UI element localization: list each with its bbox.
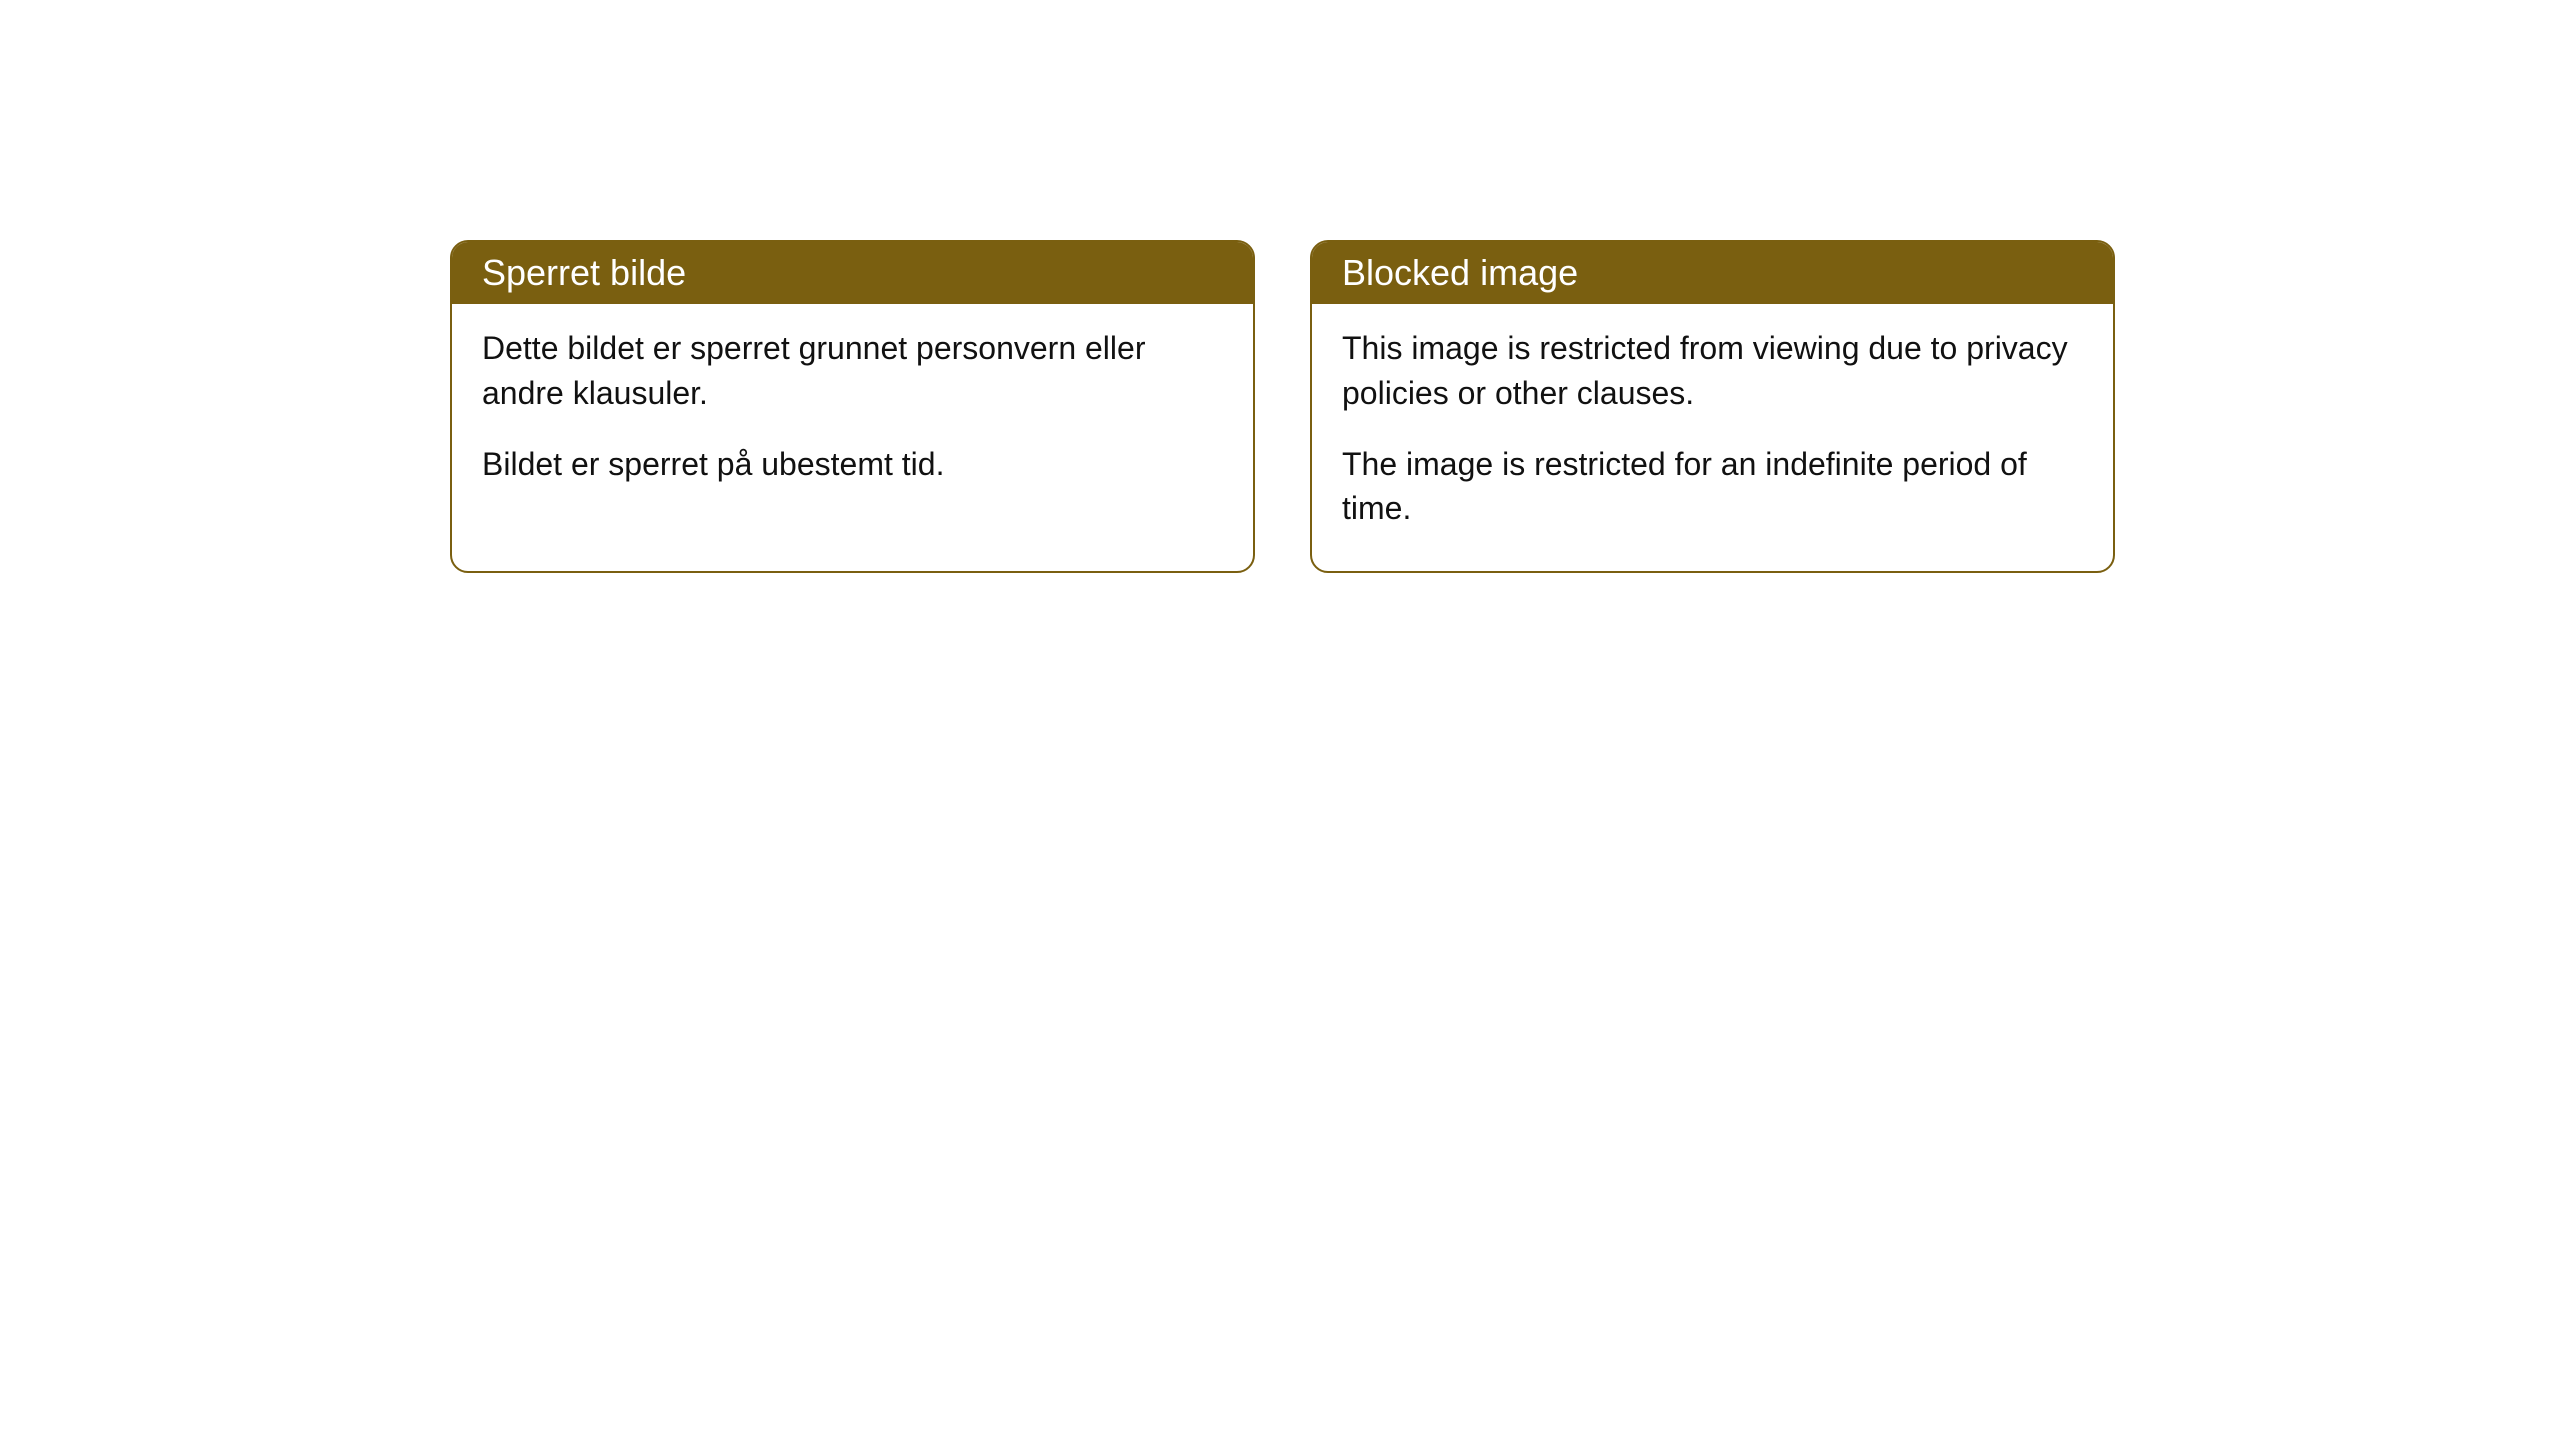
card-norwegian: Sperret bilde Dette bildet er sperret gr… (450, 240, 1255, 573)
card-english: Blocked image This image is restricted f… (1310, 240, 2115, 573)
card-header-norwegian: Sperret bilde (452, 242, 1253, 304)
cards-container: Sperret bilde Dette bildet er sperret gr… (450, 240, 2115, 573)
card-text-norwegian-1: Dette bildet er sperret grunnet personve… (482, 326, 1223, 416)
card-text-norwegian-2: Bildet er sperret på ubestemt tid. (482, 442, 1223, 487)
card-header-english: Blocked image (1312, 242, 2113, 304)
card-body-norwegian: Dette bildet er sperret grunnet personve… (452, 304, 1253, 526)
card-text-english-2: The image is restricted for an indefinit… (1342, 442, 2083, 532)
card-body-english: This image is restricted from viewing du… (1312, 304, 2113, 571)
card-text-english-1: This image is restricted from viewing du… (1342, 326, 2083, 416)
